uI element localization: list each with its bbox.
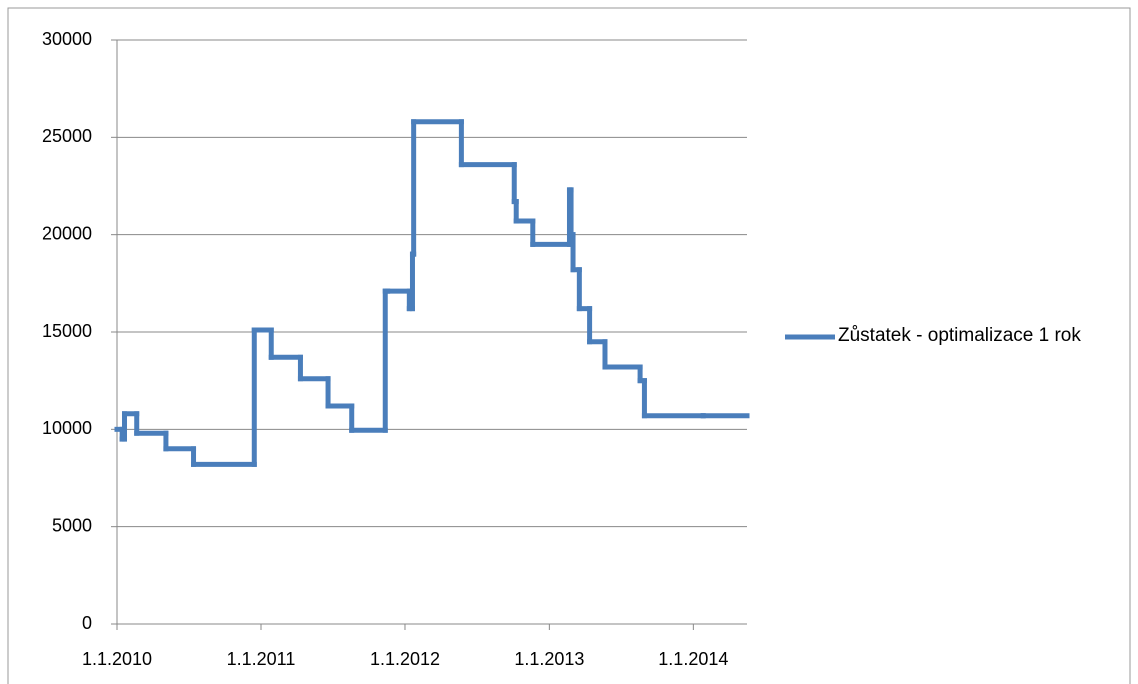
y-tick-label: 30000: [42, 29, 92, 49]
y-tick-label: 25000: [42, 126, 92, 146]
y-tick-label: 5000: [52, 515, 92, 535]
legend-label: Zůstatek - optimalizace 1 rok: [838, 325, 1081, 346]
x-tick-label: 1.1.2012: [370, 649, 440, 669]
y-tick-label: 0: [82, 613, 92, 633]
y-tick-label: 10000: [42, 418, 92, 438]
x-tick-label: 1.1.2011: [227, 649, 296, 669]
y-tick-label: 15000: [42, 321, 92, 341]
chart-frame: [7, 7, 1131, 684]
x-tick-label: 1.1.2013: [514, 649, 584, 669]
x-tick-label: 1.1.2010: [82, 649, 152, 669]
y-tick-label: 20000: [42, 223, 92, 243]
x-tick-label: 1.1.2014: [658, 649, 728, 669]
